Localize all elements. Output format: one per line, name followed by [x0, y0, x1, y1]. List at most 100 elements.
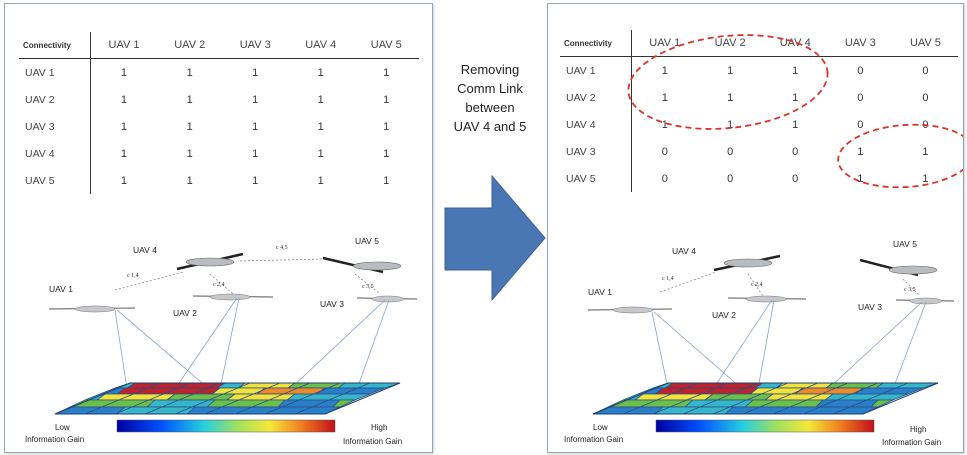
- connectivity-table-after: Connectivity UAV 1 UAV 2 UAV 4 UAV 3 UAV…: [560, 30, 958, 192]
- table-cell: 0: [727, 145, 734, 158]
- uav2-label: UAV 2: [173, 308, 197, 318]
- table-row: UAV 3 1 1 1 1 1: [19, 113, 419, 140]
- table-corner-label: Connectivity: [19, 32, 91, 59]
- table-cell: 1: [252, 147, 259, 160]
- uav5-aircraft-icon: [859, 258, 938, 277]
- right-arrow-icon: [444, 174, 546, 302]
- table-cell: 1: [383, 120, 390, 133]
- table-cell: 1: [661, 91, 668, 104]
- comm-link-5-3: [354, 273, 381, 295]
- column-header: UAV 2: [697, 30, 763, 57]
- table-row: UAV 2 1 1 1 0 0: [560, 84, 958, 111]
- column-header: UAV 4: [762, 30, 828, 57]
- cluster-circle-uav124: [627, 34, 829, 130]
- link-weight-symbol: c 2,4: [751, 282, 763, 288]
- comm-link-4-2: [747, 273, 764, 297]
- high-gain-label: High: [910, 425, 926, 434]
- table-cell: 1: [317, 66, 324, 79]
- table-cell: 1: [120, 93, 128, 106]
- link-weight-symbol: c 2,4: [213, 282, 225, 288]
- uav3-aircraft-icon: [895, 297, 955, 305]
- transition-caption: Removing Comm Link between UAV 4 and 5: [440, 60, 540, 136]
- uav3-label: UAV 3: [858, 302, 882, 312]
- table-cell: 1: [120, 174, 128, 187]
- table-row: UAV 4 1 1 1 1 1: [19, 140, 419, 167]
- column-header: UAV 5: [353, 32, 419, 59]
- uav4-aircraft-icon: [713, 254, 781, 272]
- uav1-aircraft-icon: [587, 306, 673, 314]
- row-header: UAV 5: [19, 167, 91, 194]
- table-cell: 1: [727, 64, 734, 77]
- table-cell: 1: [317, 147, 324, 160]
- low-gain-label: Low: [593, 423, 608, 432]
- cluster-circle-uav35: [837, 123, 963, 189]
- row-header: UAV 5: [560, 165, 632, 192]
- left-panel: Connectivity UAV 1 UAV 2 UAV 3 UAV 4 UAV…: [4, 3, 433, 453]
- caption-line: UAV 4 and 5: [453, 119, 527, 134]
- right-panel: Connectivity UAV 1 UAV 2 UAV 4 UAV 3 UAV…: [547, 3, 964, 453]
- table-cell: 1: [922, 172, 929, 185]
- table-cell: 1: [120, 66, 128, 79]
- uav5-label: UAV 5: [355, 236, 379, 246]
- row-header: UAV 4: [560, 111, 632, 138]
- column-header: UAV 5: [892, 30, 958, 57]
- table-cell: 0: [922, 64, 929, 77]
- table-cell: 1: [727, 91, 734, 104]
- table-row: UAV 3 0 0 0 1 1: [560, 138, 958, 165]
- column-header: UAV 4: [287, 32, 354, 59]
- table-cell: 1: [792, 64, 799, 77]
- information-gain-colorbar: [655, 419, 875, 433]
- caption-line: Removing: [460, 62, 520, 77]
- link-weight-symbol: c 3,5: [904, 287, 916, 293]
- table-cell: 1: [317, 120, 324, 133]
- uav-scene-before: c 1,4 c 4,5 c 2,4 c 3,5: [25, 236, 418, 446]
- table-cell: 1: [727, 118, 734, 131]
- uav4-label: UAV 4: [133, 245, 157, 255]
- comm-link-5-3: [902, 278, 921, 297]
- comm-link-1-4: [114, 271, 184, 291]
- sensor-beams: [114, 297, 390, 395]
- link-weight-symbol: c 1,4: [662, 276, 674, 282]
- high-gain-label: High: [371, 423, 387, 432]
- table-cell: 1: [252, 174, 259, 187]
- table-cell: 1: [383, 147, 390, 160]
- caption-line: between: [465, 100, 515, 115]
- column-header: UAV 1: [90, 32, 157, 59]
- table-cell: 1: [383, 93, 390, 106]
- uav5-aircraft-icon: [322, 256, 402, 274]
- row-header: UAV 1: [560, 56, 632, 84]
- table-row: UAV 5 1 1 1 1 1: [19, 167, 419, 194]
- caption-line: Comm Link: [457, 81, 523, 96]
- low-gain-label: Low: [55, 423, 70, 432]
- table-cell: 1: [317, 93, 324, 106]
- table-cell: 0: [857, 64, 864, 77]
- table-cell: 1: [317, 174, 324, 187]
- uav3-aircraft-icon: [356, 295, 418, 303]
- column-header: UAV 3: [827, 30, 893, 57]
- table-cell: 1: [252, 93, 259, 106]
- table-cell: 0: [792, 145, 799, 158]
- uav4-aircraft-icon: [176, 252, 244, 271]
- table-cell: 0: [792, 172, 799, 185]
- table-cell: 1: [186, 120, 193, 133]
- information-gain-heatmap: [592, 382, 939, 415]
- uav3-label: UAV 3: [320, 299, 344, 309]
- uav2-aircraft-icon: [727, 295, 807, 303]
- table-cell: 0: [661, 145, 668, 158]
- table-cell: 1: [922, 145, 929, 158]
- uav2-label: UAV 2: [712, 310, 736, 320]
- column-header: UAV 3: [222, 32, 288, 59]
- high-gain-label-2: Information Gain: [343, 437, 402, 446]
- table-row: UAV 2 1 1 1 1 1: [19, 86, 419, 113]
- comm-link-4-2: [209, 273, 234, 295]
- table-cell: 1: [661, 64, 668, 77]
- low-gain-label-2: Information Gain: [564, 435, 623, 444]
- uav1-label: UAV 1: [49, 284, 73, 294]
- table-cell: 1: [792, 118, 799, 131]
- table-cell: 1: [186, 66, 193, 79]
- comm-link-4-5: [239, 258, 324, 262]
- uav5-label: UAV 5: [893, 239, 917, 249]
- uav-scene-after: c 1,4 c 2,4 c 3,5: [564, 34, 963, 447]
- row-header: UAV 2: [560, 84, 632, 111]
- table-cell: 1: [383, 66, 390, 79]
